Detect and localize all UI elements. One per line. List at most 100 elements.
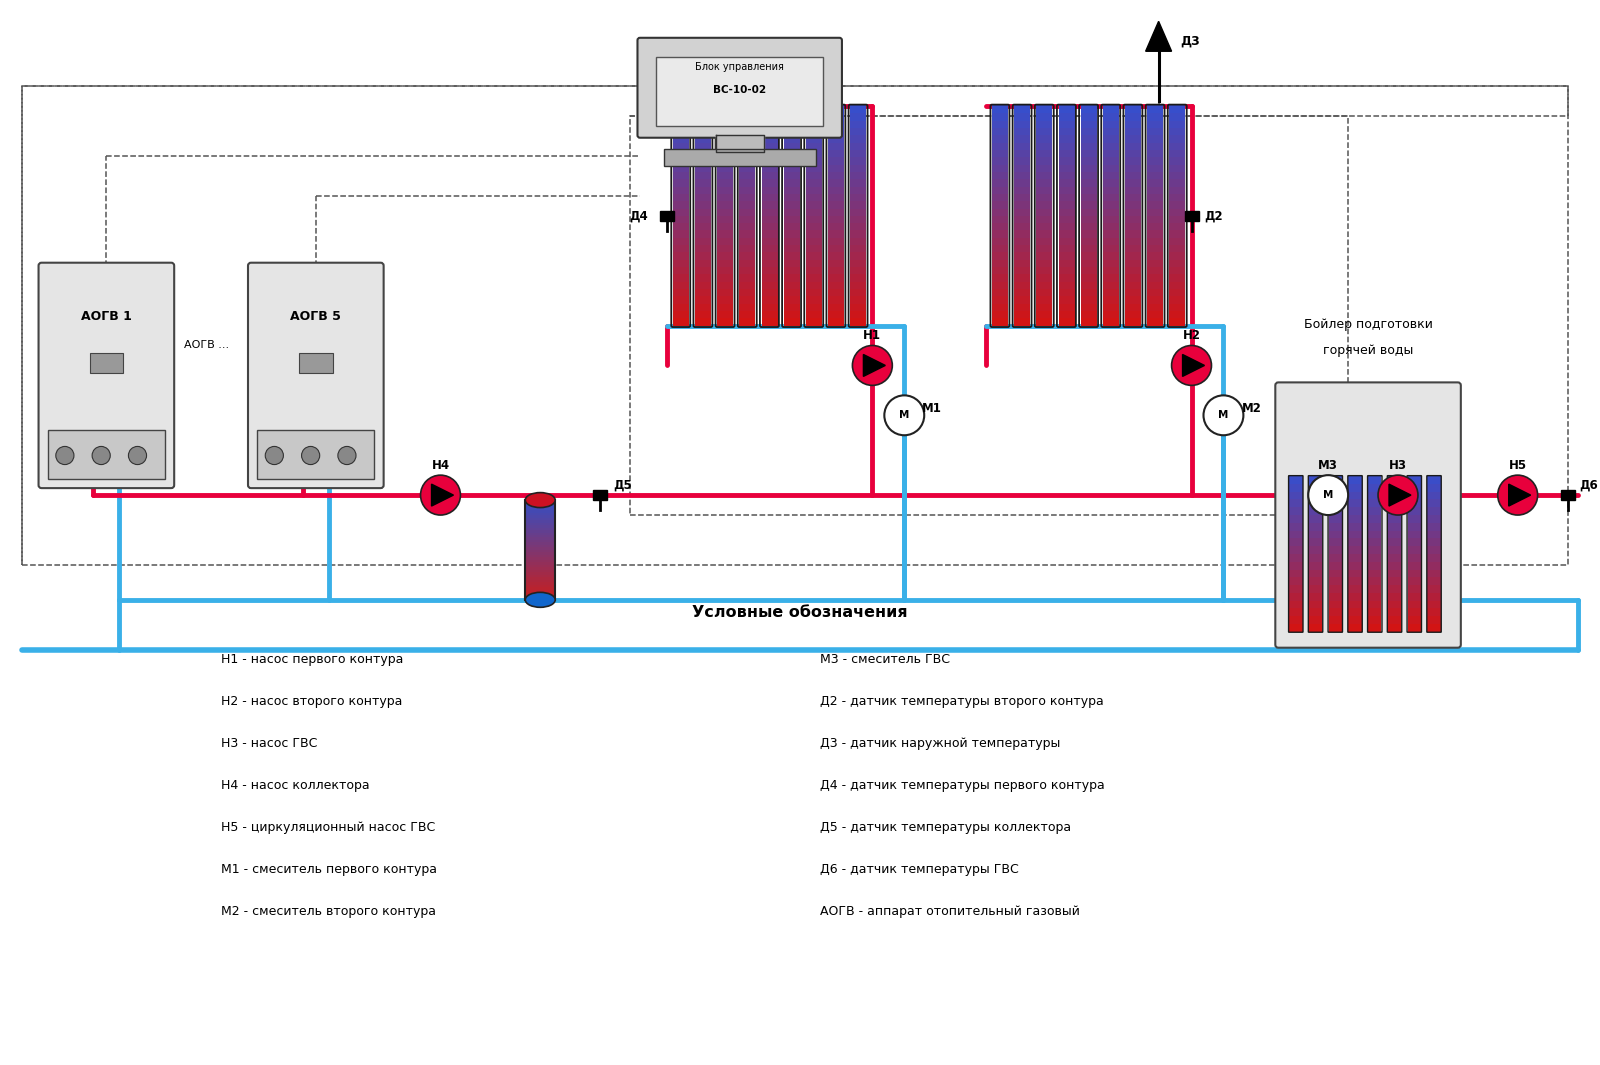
- Bar: [1170, 310, 1186, 318]
- Bar: [1408, 482, 1421, 492]
- Bar: [784, 244, 800, 252]
- Bar: [694, 274, 710, 281]
- Bar: [762, 244, 778, 252]
- Bar: [762, 229, 778, 237]
- Bar: [1184, 211, 1198, 220]
- Bar: [694, 149, 710, 158]
- Bar: [739, 310, 755, 318]
- Bar: [850, 119, 866, 128]
- Bar: [1309, 569, 1322, 577]
- Bar: [992, 259, 1008, 267]
- Bar: [525, 522, 555, 525]
- Bar: [806, 215, 822, 224]
- Bar: [674, 251, 690, 260]
- Bar: [829, 295, 845, 304]
- Bar: [1170, 236, 1186, 245]
- Bar: [694, 317, 710, 326]
- Bar: [717, 193, 733, 201]
- Bar: [1082, 223, 1096, 230]
- Bar: [850, 142, 866, 150]
- Bar: [1082, 164, 1096, 171]
- Text: Д3 - датчик наружной температуры: Д3 - датчик наружной температуры: [819, 737, 1059, 750]
- Bar: [1102, 281, 1118, 289]
- Bar: [1309, 616, 1322, 624]
- Bar: [1125, 288, 1141, 296]
- Bar: [1125, 281, 1141, 289]
- Bar: [1014, 302, 1030, 311]
- Bar: [762, 185, 778, 194]
- Bar: [762, 134, 778, 143]
- Bar: [850, 295, 866, 304]
- Bar: [1059, 208, 1075, 216]
- Bar: [739, 157, 755, 165]
- Bar: [1309, 592, 1322, 601]
- Bar: [1170, 215, 1186, 224]
- Text: Н5 - циркуляционный насос ГВС: Н5 - циркуляционный насос ГВС: [221, 821, 435, 834]
- Bar: [1147, 185, 1163, 194]
- Text: Д6 - датчик температуры ГВС: Д6 - датчик температуры ГВС: [819, 863, 1018, 875]
- Bar: [1170, 244, 1186, 252]
- Bar: [1014, 288, 1030, 296]
- Bar: [1102, 266, 1118, 275]
- Bar: [1125, 259, 1141, 267]
- Bar: [1014, 178, 1030, 186]
- Bar: [1387, 616, 1402, 624]
- Text: Д6: Д6: [1579, 478, 1598, 492]
- Bar: [1125, 119, 1141, 128]
- Text: Бойлер подготовки: Бойлер подготовки: [1304, 317, 1432, 330]
- Bar: [1309, 491, 1322, 499]
- FancyBboxPatch shape: [637, 37, 842, 137]
- Bar: [784, 215, 800, 224]
- Bar: [806, 134, 822, 143]
- Bar: [717, 134, 733, 143]
- Bar: [992, 244, 1008, 252]
- Bar: [1290, 491, 1302, 499]
- Bar: [992, 251, 1008, 260]
- Bar: [784, 223, 800, 230]
- Bar: [674, 244, 690, 252]
- Bar: [525, 564, 555, 568]
- Bar: [1014, 295, 1030, 304]
- Bar: [992, 178, 1008, 186]
- Bar: [694, 208, 710, 216]
- Bar: [1328, 569, 1342, 577]
- Bar: [1014, 171, 1030, 179]
- Bar: [1082, 281, 1096, 289]
- Bar: [1290, 522, 1302, 530]
- Text: М2 - смеситель второго контура: М2 - смеситель второго контура: [221, 904, 437, 918]
- Bar: [806, 157, 822, 165]
- FancyBboxPatch shape: [1275, 382, 1461, 648]
- Bar: [717, 266, 733, 275]
- Bar: [1102, 193, 1118, 201]
- Bar: [1059, 164, 1075, 171]
- Bar: [717, 208, 733, 216]
- Bar: [850, 171, 866, 179]
- Bar: [784, 164, 800, 171]
- Bar: [525, 541, 555, 545]
- Bar: [525, 526, 555, 530]
- Bar: [1290, 561, 1302, 570]
- Bar: [806, 164, 822, 171]
- Bar: [1125, 171, 1141, 179]
- Bar: [1427, 514, 1440, 523]
- Bar: [1170, 127, 1186, 135]
- Bar: [1014, 200, 1030, 209]
- Bar: [829, 310, 845, 318]
- Bar: [525, 546, 555, 550]
- Bar: [1170, 229, 1186, 237]
- Bar: [1309, 506, 1322, 515]
- Bar: [762, 149, 778, 158]
- Bar: [1368, 529, 1381, 539]
- Bar: [1082, 113, 1096, 120]
- Bar: [1014, 223, 1030, 230]
- Bar: [1427, 482, 1440, 492]
- Bar: [1014, 266, 1030, 275]
- Bar: [1170, 157, 1186, 165]
- Bar: [1408, 561, 1421, 570]
- Bar: [762, 215, 778, 224]
- Bar: [829, 200, 845, 209]
- Bar: [525, 581, 555, 585]
- Bar: [1059, 171, 1075, 179]
- Bar: [762, 310, 778, 318]
- Bar: [1147, 142, 1163, 150]
